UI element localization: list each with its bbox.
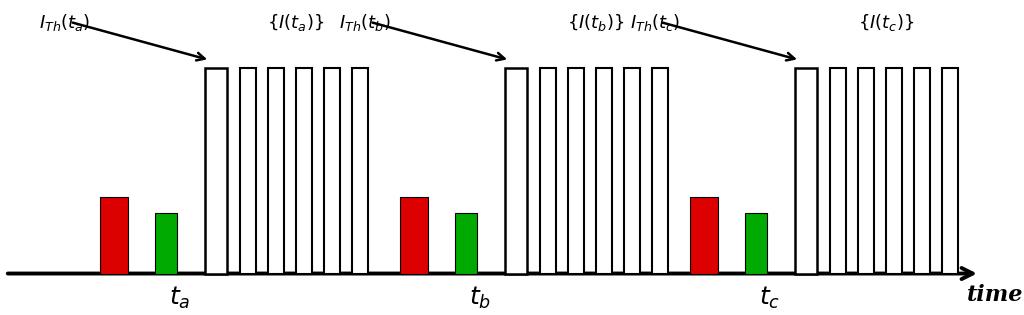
Text: $I_{Th}(t_b)$: $I_{Th}(t_b)$	[339, 12, 391, 33]
Bar	[744, 213, 767, 273]
Bar	[568, 68, 584, 273]
Bar	[652, 68, 668, 273]
Text: $\{I(t_c)\}$: $\{I(t_c)\}$	[857, 12, 914, 33]
Bar	[205, 68, 227, 273]
Bar	[858, 68, 873, 273]
Bar	[624, 68, 640, 273]
Bar	[942, 68, 957, 273]
Bar	[913, 68, 930, 273]
Text: $t_b$: $t_b$	[469, 285, 490, 311]
Bar	[540, 68, 556, 273]
Text: $\{I(t_b)\}$: $\{I(t_b)\}$	[567, 12, 625, 33]
Text: $I_{Th}(t_c)$: $I_{Th}(t_c)$	[630, 12, 680, 33]
Text: $t_c$: $t_c$	[759, 285, 780, 311]
Bar	[296, 68, 312, 273]
Bar	[268, 68, 284, 273]
Text: $I_{Th}(t_a)$: $I_{Th}(t_a)$	[39, 12, 90, 33]
Text: $t_a$: $t_a$	[169, 285, 190, 311]
Bar	[240, 68, 256, 273]
Bar	[886, 68, 902, 273]
Bar	[400, 197, 428, 273]
Bar	[100, 197, 128, 273]
Text: time: time	[967, 284, 1023, 306]
Bar	[324, 68, 340, 273]
Bar	[690, 197, 718, 273]
Bar	[829, 68, 846, 273]
Bar	[795, 68, 817, 273]
Bar	[455, 213, 477, 273]
Text: $\{I(t_a)\}$: $\{I(t_a)\}$	[267, 12, 325, 33]
Bar	[505, 68, 527, 273]
Bar	[596, 68, 612, 273]
Bar	[352, 68, 368, 273]
Bar	[155, 213, 177, 273]
